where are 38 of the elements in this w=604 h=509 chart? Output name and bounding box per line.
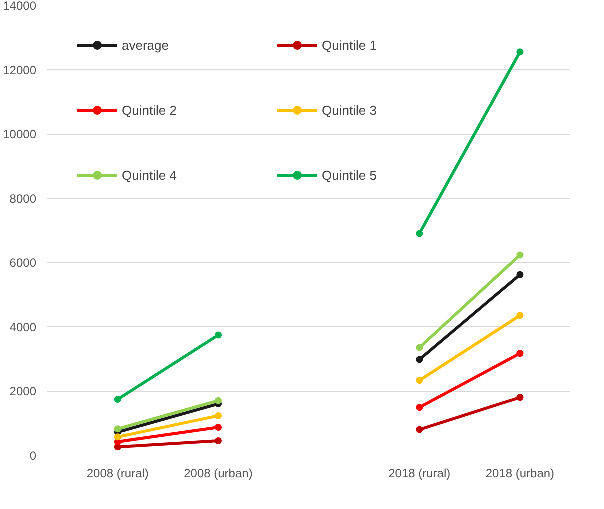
point bbox=[416, 377, 424, 384]
legend-label: Quintile 1 bbox=[322, 38, 378, 52]
legend-label: Quintile 2 bbox=[122, 102, 178, 118]
legend-label: average bbox=[122, 38, 170, 52]
legend-label: Quintile 3 bbox=[322, 102, 378, 118]
point bbox=[516, 312, 524, 320]
point bbox=[214, 438, 222, 445]
y-tick-label: 4000 bbox=[10, 320, 37, 334]
x-tick-label: 2018 (rural) bbox=[388, 466, 451, 480]
y-tick-label: 2000 bbox=[10, 384, 37, 399]
point bbox=[516, 271, 524, 278]
point bbox=[416, 426, 424, 434]
point bbox=[516, 394, 524, 402]
point bbox=[214, 424, 222, 432]
point bbox=[416, 344, 424, 352]
x-tick-label: 2008 (urban) bbox=[184, 466, 253, 480]
point bbox=[214, 412, 222, 420]
y-tick-label: 10000 bbox=[3, 128, 37, 142]
point bbox=[214, 397, 222, 404]
point bbox=[416, 356, 424, 364]
x-tick-label: 2018 (urban) bbox=[486, 466, 555, 480]
point bbox=[214, 332, 222, 339]
legend-label: Quintile 4 bbox=[122, 168, 178, 182]
y-tick-label: 0 bbox=[30, 449, 37, 463]
point bbox=[416, 404, 424, 412]
point bbox=[516, 48, 524, 56]
legend-label: Quintile 5 bbox=[322, 168, 378, 182]
point bbox=[114, 396, 122, 404]
point bbox=[114, 434, 122, 441]
x-tick-label: 2008 (rural) bbox=[86, 466, 149, 480]
point bbox=[516, 252, 524, 259]
point bbox=[114, 426, 122, 433]
point bbox=[416, 230, 424, 238]
point bbox=[516, 350, 524, 358]
y-tick-label: 12000 bbox=[3, 63, 37, 78]
y-tick-label: 6000 bbox=[10, 256, 37, 270]
y-tick-label: 14000 bbox=[3, 0, 37, 13]
y-tick-label: 8000 bbox=[10, 192, 37, 206]
